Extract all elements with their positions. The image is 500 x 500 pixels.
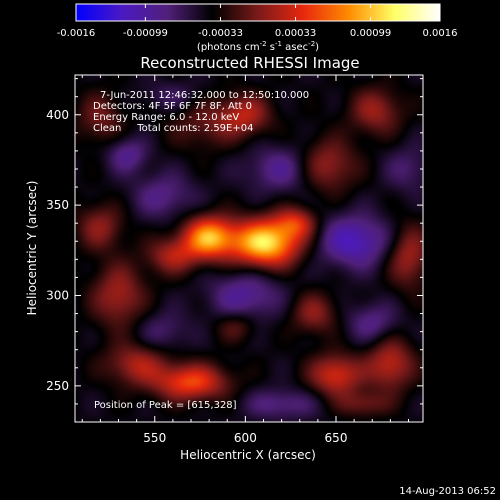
- colorbar-gradient: [75, 3, 441, 22]
- y-tick-label: 300: [46, 288, 69, 302]
- colorbar-unit-label: (photons cm-2 s-1 asec-2): [197, 40, 319, 53]
- annotation-detectors: Detectors: 4F 5F 6F 7F 8F, Att 0: [93, 101, 252, 112]
- x-tick-labels: 550 600 650: [143, 431, 347, 445]
- axis-ticks: [75, 75, 423, 422]
- x-axis-label: Heliocentric X (arcsec): [180, 448, 316, 462]
- heatmap-image: [75, 75, 423, 422]
- colorbar: -0.0016 -0.00099 -0.00033 0.00033 0.00099 0.0…: [57, 3, 458, 53]
- annotation-peak-position: Position of Peak = [615,328]: [94, 400, 237, 411]
- annotation-energy-range: Energy Range: 6.0 - 12.0 keV: [93, 112, 239, 123]
- annotation-time-range: 7-Jun-2011 12:46:32.000 to 12:50:10.000: [100, 90, 309, 101]
- colorbar-tick-label: 0.00099: [350, 28, 391, 39]
- y-axis-label: Heliocentric Y (arcsec): [25, 181, 39, 316]
- x-tick-label: 550: [143, 431, 166, 445]
- y-tick-labels: 250 300 350 400: [46, 108, 69, 393]
- colorbar-tick-labels: -0.0016 -0.00099 -0.00033 0.00033 0.00099 0.0…: [57, 28, 458, 39]
- y-tick-label: 350: [46, 198, 69, 212]
- colorbar-tick-label: 0.0016: [423, 28, 458, 39]
- footer-timestamp: 14-Aug-2013 06:52: [399, 486, 496, 497]
- x-tick-label: 600: [234, 431, 257, 445]
- colorbar-tick-label: -0.0016: [57, 28, 96, 39]
- x-tick-label: 650: [325, 431, 348, 445]
- colorbar-ticks: [75, 4, 441, 21]
- plot-area: [74, 74, 424, 423]
- plot-frame: [74, 74, 424, 423]
- colorbar-tick-label: -0.00033: [198, 28, 243, 39]
- y-tick-label: 400: [46, 108, 69, 122]
- y-tick-label: 250: [46, 379, 69, 393]
- colorbar-tick-label: -0.00099: [123, 28, 168, 39]
- chart-title: Reconstructed RHESSI Image: [140, 54, 359, 72]
- annotation-clean-info: Clean Total counts: 2.59E+04: [93, 123, 253, 134]
- annotations: 7-Jun-2011 12:46:32.000 to 12:50:10.000 …: [93, 90, 309, 411]
- colorbar-tick-label: 0.00033: [275, 28, 316, 39]
